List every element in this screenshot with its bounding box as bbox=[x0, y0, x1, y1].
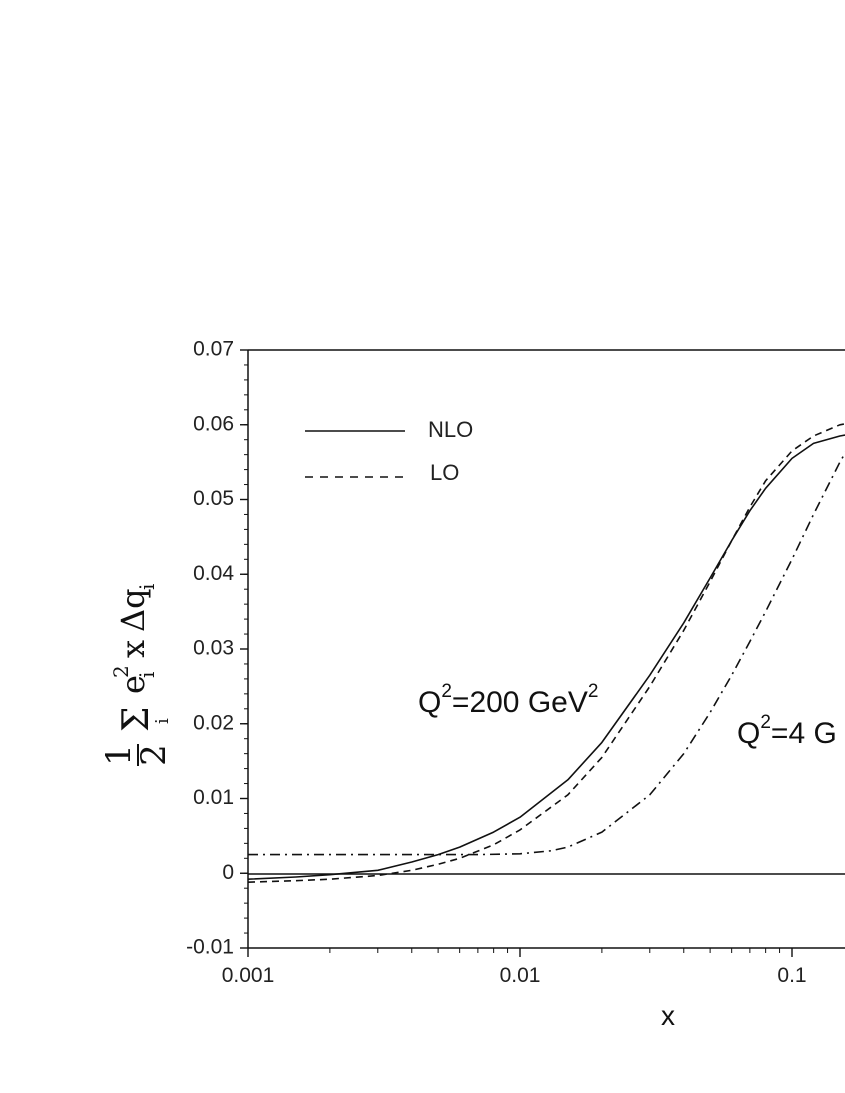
x-tick-label: 0.001 bbox=[222, 964, 275, 987]
ylabel-delta-q: Δq bbox=[114, 588, 152, 632]
ylabel-sum-index: i bbox=[152, 718, 173, 724]
y-tick-label: 0.06 bbox=[193, 412, 234, 435]
annot1-sup: 2 bbox=[441, 681, 452, 702]
series-group bbox=[247, 423, 845, 883]
ylabel-e: e bbox=[114, 675, 152, 694]
y-tick-label: 0.01 bbox=[193, 786, 234, 809]
legend: NLO LO bbox=[305, 417, 473, 485]
y-tick-label: 0.04 bbox=[193, 562, 234, 585]
legend-lo-label: LO bbox=[430, 460, 459, 485]
annot1-text: =200 GeV bbox=[452, 686, 588, 719]
annot2-sup: 2 bbox=[760, 712, 771, 733]
x-axis-ticks: 0.001 0.01 0.1 bbox=[222, 948, 807, 987]
y-axis-label: 1 2 Σ i e 2 i x Δq i bbox=[99, 584, 174, 766]
annot1-sup2: 2 bbox=[588, 681, 599, 702]
annotation-q2-200: Q2=200 GeV2 bbox=[418, 681, 598, 719]
x-tick-label: 0.1 bbox=[777, 964, 806, 987]
ylabel-e-sub: i bbox=[135, 672, 159, 678]
series-dashed-line bbox=[247, 423, 845, 883]
y-axis-ticks: 0.07 0.06 0.05 0.04 0.03 0.02 0.01 0 -0.01 bbox=[186, 338, 248, 959]
ylabel-frac-den: 2 bbox=[134, 744, 174, 766]
annot1-base: Q bbox=[418, 686, 441, 719]
y-tick-label: -0.01 bbox=[186, 936, 234, 959]
annot2-text: =4 G bbox=[771, 717, 837, 750]
ylabel-frac-num: 1 bbox=[99, 744, 139, 766]
annotation-q2-4: Q2=4 G bbox=[737, 712, 837, 750]
y-tick-label: 0.03 bbox=[193, 637, 234, 660]
series-dashdot-line bbox=[248, 451, 845, 856]
ylabel-sum: Σ bbox=[116, 707, 157, 732]
x-axis-label: x bbox=[661, 1000, 675, 1031]
y-tick-label: 0.02 bbox=[193, 711, 234, 734]
x-tick-label: 0.01 bbox=[500, 964, 541, 987]
ylabel-x: x bbox=[114, 640, 152, 658]
series-solid-line bbox=[247, 434, 845, 880]
y-tick-label: 0.05 bbox=[193, 487, 234, 510]
annot2-base: Q bbox=[737, 717, 760, 750]
ylabel-e-sup: 2 bbox=[109, 665, 133, 678]
legend-nlo-label: NLO bbox=[428, 417, 473, 442]
y-tick-label: 0 bbox=[222, 861, 234, 884]
y-tick-label: 0.07 bbox=[193, 338, 234, 361]
ylabel-q-sub: i bbox=[135, 584, 159, 590]
